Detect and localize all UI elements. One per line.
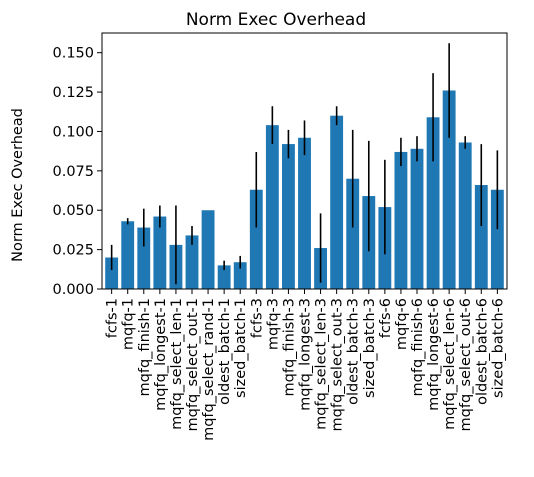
bar-oldest_batch-6 [474, 185, 488, 289]
x-tick-label: oldest_batch-6 [474, 298, 490, 405]
bar-sized_batch-6 [490, 189, 504, 289]
y-tick-label: 0.050 [52, 203, 94, 219]
x-tick-label: fcfs-1 [105, 298, 121, 338]
chart-title: Norm Exec Overhead [186, 10, 366, 30]
bar-mqfq-3 [265, 125, 279, 289]
x-tick-label: mqfq_select_len-6 [442, 298, 458, 430]
y-tick-label: 0.125 [52, 85, 94, 101]
bar-fcfs-3 [249, 189, 263, 289]
x-tick-label: mqfq_finish-6 [410, 298, 426, 396]
y-axis-label: Norm Exec Overhead [10, 108, 26, 262]
bar-mqfq_longest-1 [153, 216, 167, 289]
bar-mqfq_finish-6 [410, 148, 424, 289]
x-tick-label: mqfq-3 [265, 298, 281, 350]
bar-mqfq_select_out-3 [330, 115, 344, 289]
x-tick-label: mqfq-6 [394, 298, 410, 350]
x-tick-label: mqfq_select_out-1 [185, 298, 201, 431]
x-tick-label: mqfq_finish-1 [137, 298, 153, 396]
bar-mqfq_finish-3 [282, 144, 295, 289]
x-tick-label: mqfq_select_len-3 [314, 298, 330, 430]
bar-mqfq_select_len-6 [442, 90, 456, 289]
bar-mqfq-1 [121, 221, 135, 289]
x-axis-ticks: fcfs-1 mqfq-1 mqfq_finish-1 mqfq_longest-1 m… [105, 289, 506, 441]
bars [105, 90, 504, 289]
y-tick-label: 0.075 [52, 164, 94, 180]
y-tick-label: 0.150 [52, 46, 94, 62]
bar-mqfq_longest-3 [298, 137, 311, 289]
x-tick-label: mqfq_select_len-1 [169, 298, 185, 430]
bar-mqfq_finish-1 [137, 227, 151, 289]
bar-oldest_batch-3 [346, 178, 360, 289]
x-tick-label: mqfq_longest-1 [153, 298, 169, 411]
x-tick-label: mqfq-1 [121, 298, 137, 350]
y-tick-label: 0.100 [52, 124, 94, 140]
x-tick-label: mqfq_longest-3 [298, 298, 314, 411]
y-axis-ticks: 0.000 0.025 0.050 0.075 0.100 0.125 0.150 [52, 46, 102, 298]
bar-sized_batch-1 [233, 262, 247, 289]
y-tick-label: 0.025 [52, 243, 94, 259]
x-tick-label: oldest_batch-1 [217, 298, 233, 405]
x-tick-label: fcfs-3 [249, 298, 265, 338]
bar-fcfs-1 [105, 257, 119, 289]
x-tick-label: sized_batch-1 [233, 298, 249, 398]
bar-mqfq_longest-6 [426, 117, 440, 289]
x-tick-label: sized_batch-3 [362, 298, 378, 398]
plot-frame [101, 32, 508, 290]
x-tick-label: mqfq_select_out-3 [330, 298, 346, 431]
error-bars [110, 43, 499, 285]
x-tick-label: mqfq_longest-6 [426, 298, 442, 411]
x-tick-label: sized_batch-6 [490, 298, 506, 398]
bar-oldest_batch-1 [217, 265, 231, 289]
bar-mqfq_select_out-6 [458, 142, 472, 289]
x-tick-label: fcfs-6 [378, 298, 394, 338]
bar-mqfq_select_out-1 [185, 235, 199, 289]
x-tick-label: mqfq_select_out-6 [458, 298, 474, 431]
x-tick-label: mqfq_select_rand-1 [201, 298, 217, 441]
bar-mqfq-6 [394, 151, 408, 289]
x-tick-label: mqfq_finish-3 [281, 298, 297, 396]
y-tick-label: 0.000 [52, 282, 94, 298]
x-tick-label: oldest_batch-3 [346, 298, 362, 405]
bar-mqfq_select_rand-1 [201, 210, 215, 289]
